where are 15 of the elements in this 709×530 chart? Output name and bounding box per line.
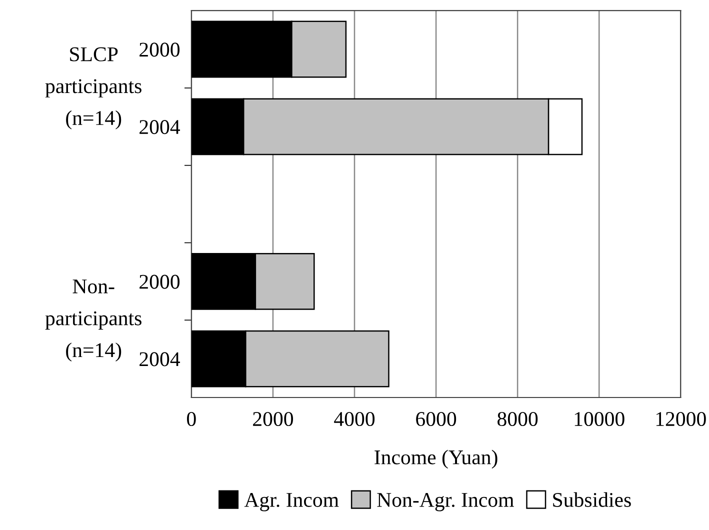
x-tick-label: 8000 [498, 412, 538, 426]
y-tick-label: 2000 [140, 274, 180, 289]
x-tick-label: 0 [187, 412, 196, 426]
y-tick-label: 2004 [140, 120, 180, 134]
legend-label: Agr. Incom [244, 493, 339, 512]
x-axis-title: Income (Yuan) [374, 450, 498, 469]
legend-label: Subsidies [553, 492, 631, 507]
x-tick-label: 12000 [656, 412, 706, 426]
legend-label: Non-Agr. Incom [377, 493, 514, 512]
x-tick-label: 4000 [334, 412, 375, 426]
x-tick-label: 2000 [253, 412, 294, 426]
x-tick-label: 6000 [416, 412, 456, 426]
x-tick-label: 10000 [574, 412, 624, 426]
y-tick-label: 2004 [140, 352, 180, 366]
y-tick-label: 2000 [140, 42, 180, 57]
